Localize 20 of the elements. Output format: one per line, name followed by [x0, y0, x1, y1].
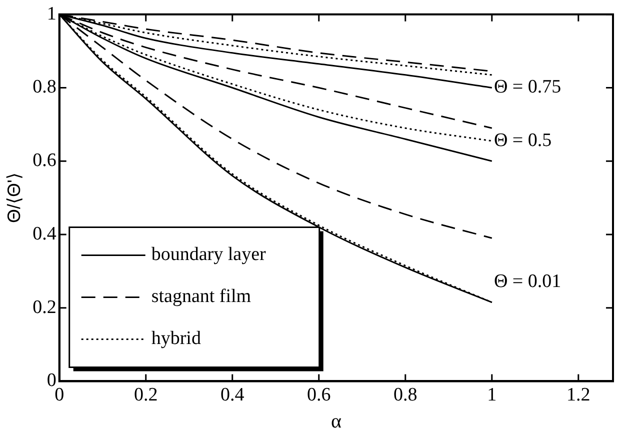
y-tick-label: 0.8 [32, 76, 56, 98]
legend-label: boundary layer [151, 244, 267, 266]
x-tick-label: 1 [487, 384, 497, 406]
x-axis-title: α [330, 410, 342, 432]
x-tick-label: 0.4 [220, 384, 245, 406]
y-tick-label: 0 [46, 370, 56, 392]
y-tick-label: 1 [46, 3, 56, 24]
x-tick-label: 0.2 [134, 384, 158, 406]
annotation: Θ = 0.5 [494, 130, 552, 151]
y-axis-title: Θ/⟨Θ'⟩ [4, 172, 24, 224]
legend-label: stagnant film [151, 286, 252, 308]
x-tick-label: 0.8 [394, 384, 418, 406]
annotation: Θ = 0.75 [494, 76, 562, 98]
legend-label: hybrid [151, 328, 202, 350]
y-tick-label: 0.2 [32, 296, 56, 318]
annotation: Θ = 0.01 [494, 271, 562, 292]
x-tick-label: 0.6 [307, 384, 331, 406]
y-tick-label: 0.6 [32, 150, 56, 172]
y-tick-label: 0.4 [32, 223, 57, 244]
x-tick-label: 1.2 [566, 384, 590, 406]
